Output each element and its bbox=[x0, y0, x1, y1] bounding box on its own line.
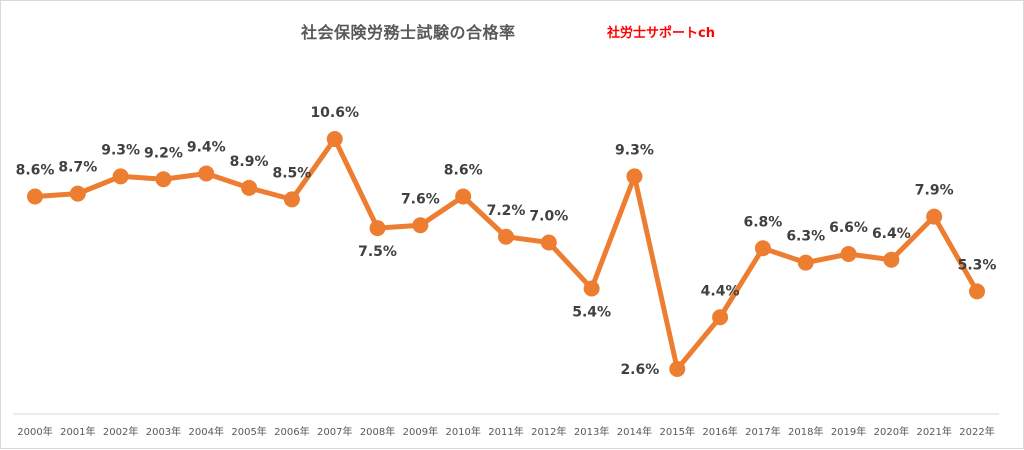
data-point-2018年 bbox=[797, 254, 814, 271]
x-tick-2000年: 2000年 bbox=[17, 425, 52, 438]
data-point-2008年 bbox=[369, 220, 386, 237]
x-tick-2014年: 2014年 bbox=[617, 425, 652, 438]
data-label-2019年: 6.6% bbox=[829, 220, 868, 236]
data-point-2005年 bbox=[241, 179, 258, 196]
data-label-2006年: 8.5% bbox=[272, 165, 311, 181]
chart-title: 社会保険労務士試験の合格率 bbox=[301, 23, 516, 42]
data-point-2019年 bbox=[840, 246, 857, 262]
data-label-2022年: 5.3% bbox=[958, 257, 997, 273]
x-tick-2013年: 2013年 bbox=[574, 425, 609, 438]
x-tick-2020年: 2020年 bbox=[874, 425, 909, 438]
x-tick-2017年: 2017年 bbox=[745, 425, 780, 438]
data-point-2009年 bbox=[412, 217, 429, 234]
data-label-2003年: 9.2% bbox=[144, 145, 183, 161]
series-line bbox=[32, 136, 980, 372]
data-point-2014年 bbox=[626, 168, 643, 185]
data-label-2014年: 9.3% bbox=[615, 142, 654, 158]
x-tick-2021年: 2021年 bbox=[916, 425, 951, 438]
data-label-2015年: 2.6% bbox=[620, 362, 659, 378]
data-label-2007年: 10.6% bbox=[310, 105, 359, 121]
data-label-2001年: 8.7% bbox=[58, 160, 97, 176]
x-tick-2004年: 2004年 bbox=[189, 425, 224, 438]
x-tick-2016年: 2016年 bbox=[702, 425, 737, 438]
data-label-2002年: 9.3% bbox=[101, 142, 140, 158]
data-labels: 8.6% 8.7%9.3% 9.2% 9.4%8.9%8.5%10.6%7.5%7.6… bbox=[16, 105, 997, 378]
data-point-2017年 bbox=[754, 240, 771, 257]
data-point-2002年 bbox=[112, 168, 129, 185]
x-tick-2002年: 2002年 bbox=[103, 425, 138, 438]
data-label-2010年: 8.6% bbox=[444, 163, 483, 179]
data-point-2003年 bbox=[155, 171, 172, 188]
x-tick-2015年: 2015年 bbox=[660, 425, 695, 438]
x-tick-2009年: 2009年 bbox=[403, 425, 438, 438]
data-label-2005年: 8.9% bbox=[230, 154, 269, 170]
x-tick-2018年: 2018年 bbox=[788, 425, 823, 438]
data-point-2007年 bbox=[326, 131, 343, 147]
data-point-2012年 bbox=[540, 234, 557, 251]
data-label-2017年: 6.8% bbox=[743, 214, 782, 230]
data-point-2013年 bbox=[583, 280, 600, 297]
x-tick-labels: 2000年 2001年 2002年 2003年 2004年 2005年 2006年 2007年… bbox=[17, 425, 994, 438]
x-tick-2006年: 2006年 bbox=[274, 425, 309, 438]
x-tick-2001年: 2001年 bbox=[60, 425, 95, 438]
data-point-2010年 bbox=[455, 188, 472, 205]
data-label-2013年: 5.4% bbox=[572, 305, 611, 321]
data-point-2011年 bbox=[498, 228, 514, 245]
data-point-2022年 bbox=[969, 283, 985, 300]
x-tick-2012年: 2012年 bbox=[531, 425, 566, 438]
x-tick-2019年: 2019年 bbox=[831, 425, 866, 438]
x-tick-2008年: 2008年 bbox=[360, 425, 395, 438]
x-tick-2010年: 2010年 bbox=[445, 425, 480, 438]
x-tick-2003年: 2003年 bbox=[146, 425, 181, 438]
data-point-2004年 bbox=[198, 165, 215, 182]
x-tick-2011年: 2011年 bbox=[488, 425, 523, 438]
data-point-2021年 bbox=[926, 208, 943, 225]
data-point-2016年 bbox=[712, 309, 729, 326]
data-label-2000年: 8.6% bbox=[16, 163, 55, 179]
data-point-2020年 bbox=[883, 251, 900, 268]
data-label-2018年: 6.3% bbox=[786, 229, 825, 245]
data-label-2004年: 9.4% bbox=[187, 140, 226, 156]
data-points bbox=[27, 131, 985, 377]
x-tick-2005年: 2005年 bbox=[231, 425, 266, 438]
data-point-2001年 bbox=[69, 185, 86, 202]
x-tick-2022年: 2022年 bbox=[959, 425, 994, 438]
data-label-2016年: 4.4% bbox=[701, 283, 740, 299]
data-label-2011年: 7.2% bbox=[487, 203, 526, 219]
data-point-2015年 bbox=[669, 361, 686, 377]
data-label-2009年: 7.6% bbox=[401, 191, 440, 207]
data-label-2020年: 6.4% bbox=[872, 226, 911, 242]
x-tick-2007年: 2007年 bbox=[317, 425, 352, 438]
data-label-2012年: 7.0% bbox=[529, 209, 568, 225]
brand-label: 社労士サポートch bbox=[607, 26, 715, 41]
data-point-2006年 bbox=[283, 191, 300, 208]
data-point-2000年 bbox=[27, 188, 43, 205]
data-label-2021年: 7.9% bbox=[915, 183, 954, 199]
data-label-2008年: 7.5% bbox=[358, 244, 397, 260]
